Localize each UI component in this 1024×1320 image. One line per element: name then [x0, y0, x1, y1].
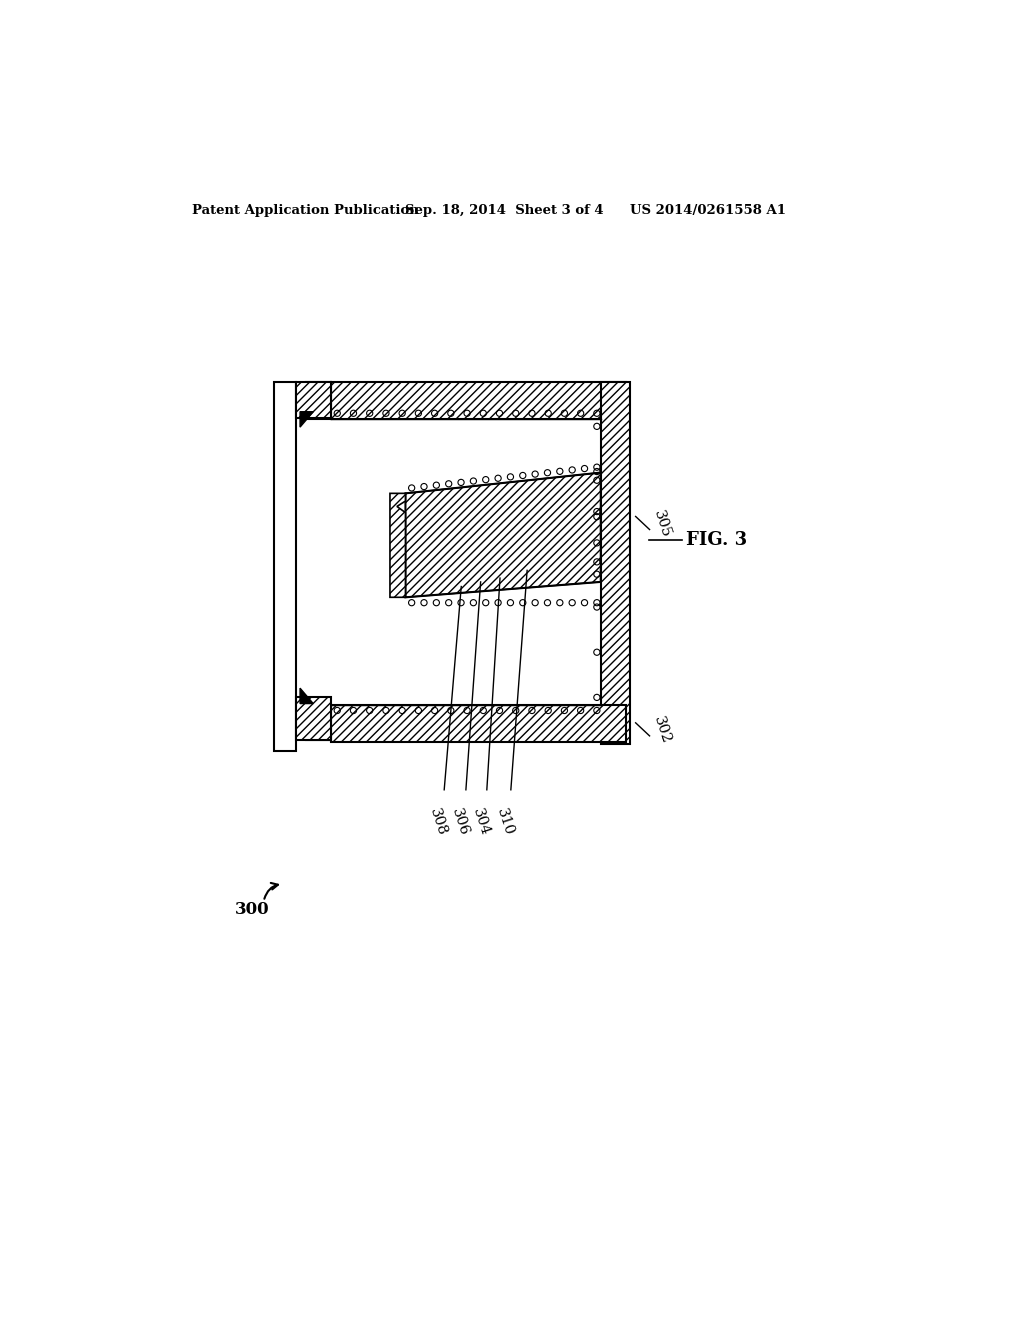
Text: 308: 308	[427, 807, 449, 838]
Text: 300: 300	[234, 900, 269, 917]
Text: Patent Application Publication: Patent Application Publication	[191, 205, 418, 218]
Bar	[331, 418, 601, 494]
Bar	[601, 381, 630, 743]
Polygon shape	[300, 688, 313, 704]
Text: Sep. 18, 2014  Sheet 3 of 4: Sep. 18, 2014 Sheet 3 of 4	[406, 205, 604, 218]
Bar	[331, 381, 627, 418]
Text: 310: 310	[494, 807, 516, 838]
Bar	[331, 705, 627, 742]
Bar	[296, 697, 331, 739]
Bar	[273, 381, 296, 751]
Text: FIG. 3: FIG. 3	[686, 531, 748, 549]
Bar	[296, 381, 331, 418]
Text: US 2014/0261558 A1: US 2014/0261558 A1	[630, 205, 786, 218]
Bar	[331, 598, 601, 705]
Polygon shape	[406, 473, 601, 598]
Text: 306: 306	[449, 807, 471, 838]
Polygon shape	[390, 494, 406, 598]
Text: 304: 304	[470, 807, 492, 838]
Bar	[306, 381, 331, 418]
Text: 302: 302	[651, 715, 673, 746]
Text: 305: 305	[651, 508, 673, 540]
Polygon shape	[300, 412, 313, 428]
Bar	[306, 705, 331, 739]
